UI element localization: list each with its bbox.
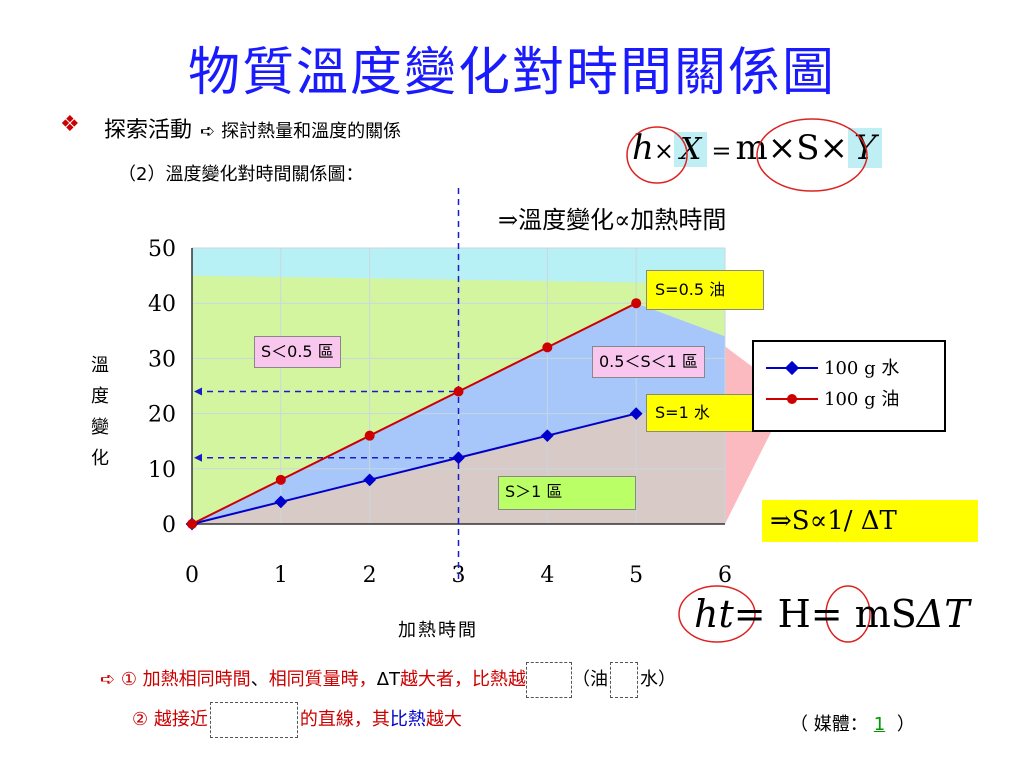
x-tick-label: 5 — [629, 563, 643, 588]
guide-arrowhead — [194, 387, 202, 396]
chart-legend: 100 g 水 100 g 油 — [752, 340, 946, 432]
answer-blank-2[interactable] — [610, 662, 638, 698]
result-proportion: ⇒S∝1/ ΔT — [762, 500, 978, 542]
series-line-1 — [191, 302, 637, 525]
formula-eq: = — [711, 137, 732, 165]
note1-part-c: 越大者，比熱越 — [400, 669, 526, 690]
circle-annotation-m — [825, 585, 871, 643]
circle-annotation-ms — [756, 118, 868, 192]
formula-times: × — [653, 137, 675, 165]
x-tick-label: 6 — [718, 563, 732, 588]
formula-h: h — [632, 128, 654, 168]
activity-heading: 探索活動 ➪ 探討熱量和溫度的關係 — [104, 112, 401, 144]
data-point-oil — [364, 430, 375, 441]
note2-part-d: 越大 — [425, 709, 462, 730]
series-line-0 — [191, 412, 637, 525]
region-label-s-gt-1: S＞1 區 — [498, 476, 636, 510]
y-tick-label: 40 — [148, 292, 176, 317]
proportion-time: ⇒溫度變化∝加熱時間 — [498, 206, 727, 234]
formula-h-ms: = H= mS — [733, 592, 917, 636]
activity-label: 探索活動 — [104, 118, 193, 143]
note1-part-b: 相同質量時， — [268, 669, 377, 690]
note-line-2: ② 越接近 的直線，其比熱越大 — [132, 702, 462, 738]
y-tick-label: 20 — [148, 403, 176, 428]
data-point-oil — [542, 342, 553, 353]
data-point-oil — [631, 298, 642, 309]
circle-annotation-h — [626, 126, 688, 184]
data-point-water — [274, 495, 288, 509]
diamond-bullet-icon: ❖ — [60, 112, 80, 137]
note2-part-a: ② 越接近 — [132, 709, 208, 730]
formula-delta-t: ΔT — [916, 592, 970, 636]
media-prefix: （ 媒體： — [790, 714, 868, 735]
y-axis-label: 溫度變化 — [91, 355, 109, 469]
note1-sep: 、 — [250, 669, 269, 690]
note1-part-a: ① 加熱相同時間 — [120, 669, 251, 690]
label-s-water: S=1 水 — [646, 394, 756, 432]
x-tick-label: 2 — [363, 563, 377, 588]
data-point-water — [363, 473, 377, 487]
legend-label-oil: 100 g 油 — [824, 389, 900, 410]
page-title: 物質溫度變化對時間關係圖 — [187, 43, 836, 103]
note1-delta-t: ΔT — [376, 669, 400, 690]
x-axis-label: 加熱時間 — [398, 620, 478, 641]
legend-label-water: 100 g 水 — [824, 358, 900, 379]
x-tick-label: 0 — [185, 563, 199, 588]
note2-part-c: 比熱 — [389, 709, 426, 730]
formula-x-box: X — [674, 132, 708, 167]
data-point-oil — [187, 519, 197, 529]
arrow-icon: ➪ — [200, 121, 216, 142]
data-point-oil — [275, 474, 286, 485]
chart-subtitle: （2）溫度變化對時間關係圖： — [118, 164, 364, 185]
x-tick-label: 1 — [274, 563, 288, 588]
media-link: （ 媒體： 1 ） — [790, 710, 915, 736]
y-tick-label: 50 — [148, 237, 176, 262]
activity-text: 探討熱量和溫度的關係 — [221, 121, 402, 142]
data-point-water — [452, 451, 465, 465]
legend-marker-water — [784, 360, 800, 376]
label-s-oil: S=0.5 油 — [646, 270, 764, 310]
note2-part-b: 的直線，其 — [299, 709, 390, 730]
formula-y-box: Y — [848, 128, 883, 168]
answer-blank-3[interactable] — [209, 702, 298, 738]
x-tick-label: 4 — [540, 563, 554, 588]
answer-blank-1[interactable] — [526, 662, 572, 698]
region-label-s-lt-05: S＜0.5 區 — [254, 336, 341, 368]
note-line-1: ➪ ① 加熱相同時間、相同質量時，ΔT越大者，比熱越 （油 水） — [100, 662, 676, 698]
y-tick-label: 10 — [148, 458, 176, 483]
formula-bottom: ht= H= mSΔT — [694, 592, 970, 636]
media-answer-link[interactable]: 1 — [873, 714, 886, 735]
legend-marker-oil — [787, 394, 797, 404]
formula-top: h× X = m×S× Y — [632, 128, 883, 168]
note1-part-e: 水） — [640, 669, 676, 690]
circle-annotation-ht — [678, 585, 756, 643]
media-suffix: ） — [891, 714, 915, 735]
formula-ms: m×S× — [735, 128, 848, 168]
legend-markers — [766, 360, 818, 404]
y-tick-label: 30 — [148, 347, 176, 372]
note-arrow-icon: ➪ — [100, 669, 116, 690]
note1-part-d: （油 — [572, 669, 608, 690]
y-tick-label: 0 — [162, 513, 176, 538]
guide-arrowhead — [194, 453, 202, 462]
region-label-s-between: 0.5＜S＜1 區 — [592, 346, 705, 378]
formula-ht: ht — [694, 592, 734, 636]
data-point-oil — [453, 386, 464, 397]
